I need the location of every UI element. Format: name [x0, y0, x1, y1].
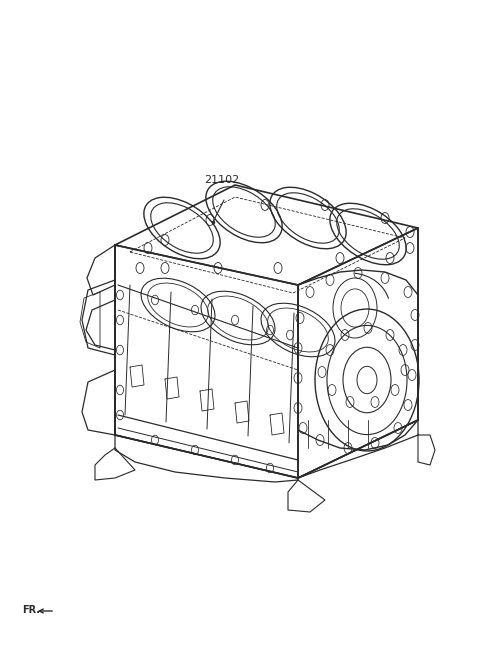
- Text: 21102: 21102: [204, 175, 240, 185]
- Text: FR.: FR.: [22, 605, 40, 615]
